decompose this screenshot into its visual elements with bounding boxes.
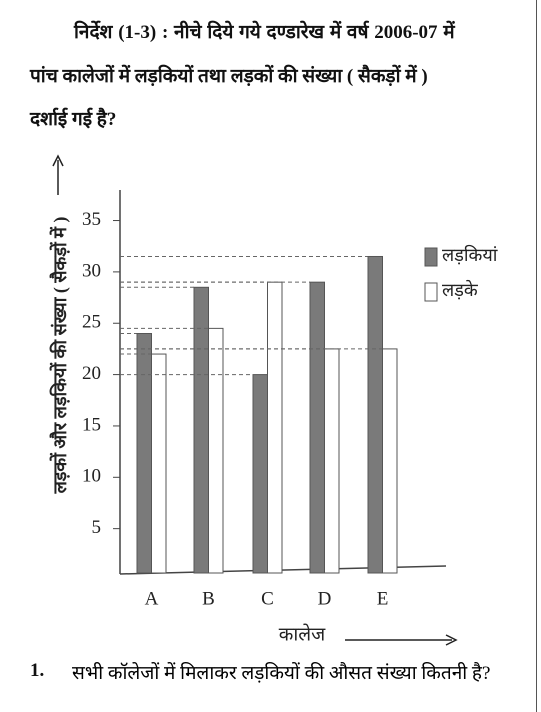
bar	[252, 374, 268, 574]
legend-label: लड़कियां	[442, 244, 498, 265]
y-arrow-head	[52, 154, 64, 167]
question-number: 1.	[30, 660, 45, 681]
legend-swatch	[424, 282, 438, 302]
bar	[193, 286, 209, 574]
x-arrow-head	[445, 634, 458, 646]
bar	[151, 353, 167, 574]
bar	[309, 281, 325, 574]
directions-line: पांच कालेजों में लड़कियों तथा लड़कों की …	[30, 66, 428, 87]
bar	[324, 348, 340, 574]
x-tick-label: B	[202, 588, 215, 609]
y-tick-label: 30	[82, 260, 101, 281]
bar	[367, 255, 383, 574]
x-axis-label: कालेज	[279, 622, 326, 645]
chart: लड़कों और लड़कियों की संख्या ( सैकड़ों म…	[49, 154, 498, 646]
y-tick-label: 20	[82, 363, 101, 384]
y-axis-label: लड़कों और लड़कियों की संख्या ( सैकड़ों म…	[49, 217, 71, 495]
directions-line: निर्देश (1-3) : नीचे दिये गये दण्डारेख म…	[74, 22, 455, 43]
bar	[267, 281, 283, 574]
legend-swatch	[424, 247, 438, 267]
bar	[208, 327, 224, 574]
directions-line: दर्शाई गई है?	[30, 109, 117, 130]
y-tick-label: 15	[82, 414, 101, 435]
y-tick-label: 35	[82, 209, 101, 230]
y-tick-label: 10	[82, 466, 101, 487]
x-tick-label: C	[261, 588, 274, 609]
page-border	[536, 0, 537, 712]
y-tick-label: 5	[92, 517, 102, 538]
x-tick-label: E	[377, 588, 389, 609]
y-tick-label: 25	[82, 312, 101, 333]
x-tick-label: A	[145, 588, 159, 609]
question-text: सभी कॉलेजों में मिलाकर लड़कियों की औसत स…	[72, 663, 491, 684]
bar	[382, 348, 398, 574]
x-tick-label: D	[318, 588, 332, 609]
bar	[136, 333, 152, 574]
legend-label: लड़के	[442, 279, 479, 300]
